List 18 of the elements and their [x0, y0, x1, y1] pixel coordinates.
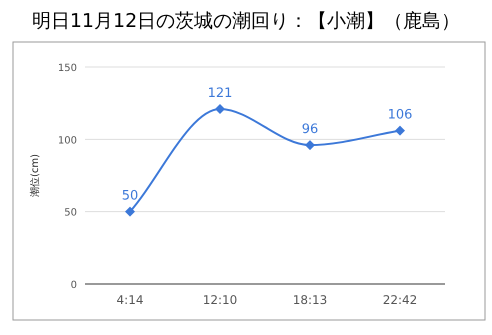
- x-tick-label: 22:42: [382, 293, 418, 307]
- y-tick-label: 100: [58, 135, 77, 146]
- y-tick-label: 0: [70, 280, 77, 291]
- data-label: 50: [122, 188, 138, 204]
- point: [305, 140, 315, 150]
- point: [395, 126, 405, 136]
- y-tick-label: 150: [58, 63, 77, 74]
- data-label: 121: [208, 86, 232, 101]
- data-label: 96: [302, 122, 318, 138]
- x-tick-label: 18:13: [292, 293, 328, 307]
- x-tick-label: 4:14: [116, 293, 144, 307]
- data-label: 106: [388, 108, 412, 123]
- y-axis-title: 潮位(cm): [29, 154, 41, 198]
- x-tick-label: 12:10: [202, 293, 238, 307]
- y-tick-label: 50: [64, 208, 77, 219]
- point: [125, 206, 135, 217]
- point: [215, 104, 225, 114]
- chart-title: 明日11月12日の茨城の潮回り：【小潮】（鹿島）: [32, 10, 460, 32]
